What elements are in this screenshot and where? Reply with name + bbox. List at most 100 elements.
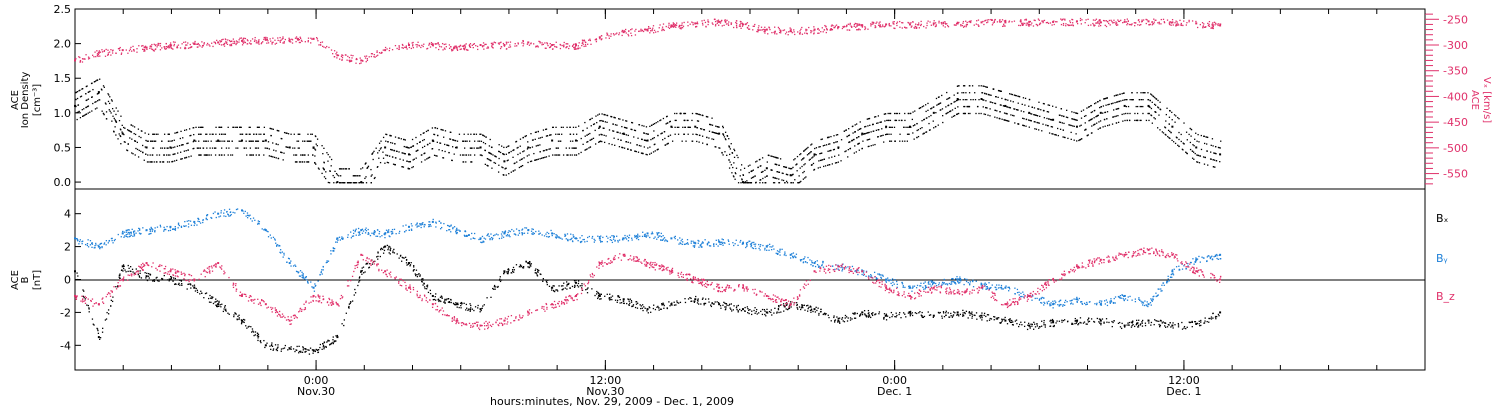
data-dot — [76, 272, 78, 274]
data-dot — [250, 154, 252, 156]
data-dot — [990, 101, 992, 103]
data-dot — [584, 135, 586, 137]
data-dot — [862, 133, 865, 135]
data-dot — [1213, 152, 1215, 154]
data-dot — [272, 37, 274, 39]
data-dot — [1105, 25, 1108, 28]
data-dot — [133, 50, 135, 52]
data-dot — [678, 24, 681, 27]
data-dot — [240, 140, 243, 142]
data-dot — [921, 315, 923, 317]
data-dot — [860, 25, 862, 27]
data-dot — [888, 25, 891, 27]
data-dot — [513, 162, 515, 165]
data-dot — [171, 47, 173, 50]
data-dot — [1165, 113, 1167, 116]
data-dot — [159, 45, 162, 47]
data-dot — [85, 113, 88, 115]
data-dot — [1178, 138, 1180, 141]
data-dot — [270, 344, 273, 346]
top-left-axis: 0.00.51.01.52.02.5 — [54, 3, 81, 189]
data-dot — [342, 54, 344, 57]
data-dot — [416, 46, 418, 48]
data-dot — [847, 156, 849, 158]
data-dot — [804, 32, 806, 34]
data-dot — [78, 56, 80, 58]
data-dot — [550, 134, 552, 136]
data-dot — [285, 132, 288, 134]
data-dot — [773, 182, 776, 184]
data-dot — [114, 126, 116, 128]
data-dot — [339, 182, 341, 184]
data-dot — [1136, 119, 1139, 122]
data-dot — [584, 149, 586, 151]
data-dot — [508, 173, 510, 175]
data-dot — [211, 133, 213, 135]
data-dot — [319, 44, 322, 46]
data-dot — [970, 99, 972, 101]
data-dot — [953, 94, 955, 96]
data-dot — [847, 148, 849, 151]
data-dot — [1086, 107, 1088, 109]
data-dot — [885, 126, 887, 129]
data-dot — [167, 140, 170, 142]
data-dot — [1208, 20, 1211, 23]
data-dot — [877, 24, 880, 26]
data-dot — [274, 344, 277, 346]
data-dot — [879, 135, 882, 137]
data-dot — [552, 285, 554, 287]
data-dot — [852, 139, 855, 141]
data-point — [217, 41, 220, 44]
data-dot — [1147, 112, 1149, 115]
data-dot — [1173, 114, 1176, 116]
data-dot — [1066, 109, 1068, 111]
data-dot — [763, 28, 765, 31]
data-dot — [327, 160, 329, 162]
data-dot — [599, 120, 601, 122]
data-dot — [561, 289, 563, 291]
data-dot — [200, 154, 202, 156]
data-dot — [241, 133, 243, 135]
data-dot — [988, 19, 990, 21]
data-dot — [649, 30, 652, 32]
data-dot — [192, 42, 194, 44]
data-dot — [378, 142, 381, 144]
data-dot — [783, 166, 785, 168]
data-dot — [327, 153, 329, 156]
data-dot — [370, 53, 373, 55]
data-dot — [229, 44, 231, 47]
data-dot — [726, 19, 728, 22]
data-dot — [1001, 97, 1003, 100]
data-dot — [248, 42, 251, 44]
data-dot — [115, 107, 117, 109]
data-dot — [1163, 21, 1165, 23]
data-dot — [998, 117, 1001, 120]
data-dot — [338, 175, 340, 177]
data-dot — [807, 304, 809, 307]
data-dot — [918, 312, 920, 314]
data-dot — [1094, 19, 1096, 21]
data-dot — [708, 137, 710, 139]
data-dot — [460, 301, 463, 304]
data-point — [932, 111, 935, 114]
data-dot — [601, 113, 603, 115]
data-dot — [394, 136, 397, 138]
data-dot — [755, 182, 757, 184]
data-dot — [426, 284, 429, 286]
data-dot — [808, 159, 811, 161]
data-dot — [76, 112, 78, 114]
data-dot — [918, 24, 920, 26]
data-dot — [120, 53, 123, 55]
data-dot — [200, 133, 202, 135]
data-dot — [1012, 114, 1014, 117]
data-dot — [505, 153, 508, 155]
data-dot — [348, 168, 350, 170]
data-dot — [239, 126, 241, 128]
bottom-ytick-label: 4 — [64, 208, 71, 221]
data-dot — [938, 312, 940, 314]
data-dot — [776, 171, 779, 173]
data-dot — [1073, 139, 1075, 141]
data-dot — [366, 167, 369, 169]
data-dot — [1090, 24, 1092, 26]
data-dot — [860, 24, 862, 26]
